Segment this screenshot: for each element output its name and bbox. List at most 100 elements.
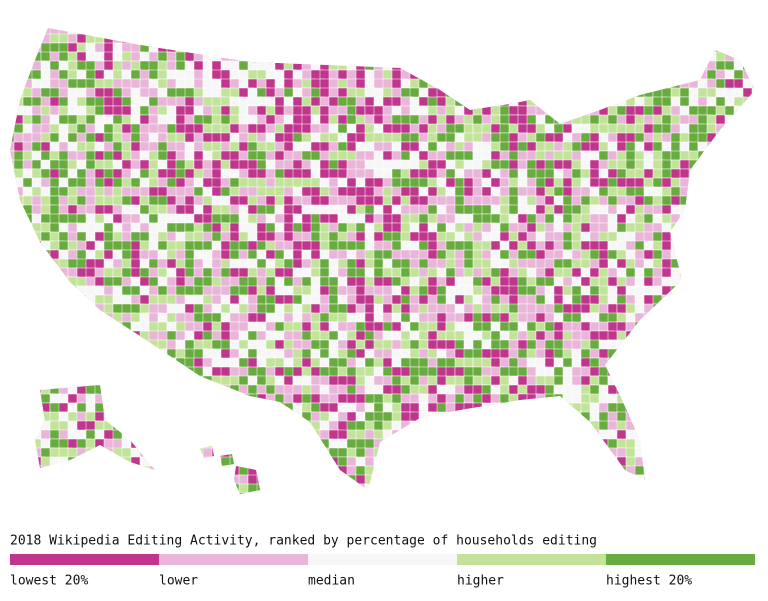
county — [31, 249, 46, 262]
county — [463, 78, 477, 91]
county — [472, 429, 487, 442]
county — [742, 348, 755, 361]
county — [562, 78, 574, 92]
county — [445, 429, 460, 442]
county — [310, 51, 326, 65]
county — [49, 483, 62, 494]
county — [112, 366, 123, 378]
county — [274, 447, 287, 459]
county — [49, 132, 60, 143]
county — [625, 60, 636, 74]
county — [661, 465, 677, 477]
county — [589, 285, 601, 296]
county — [661, 28, 673, 35]
county — [40, 294, 53, 306]
county — [58, 330, 71, 342]
county — [643, 33, 656, 46]
county — [229, 330, 241, 342]
county — [715, 393, 726, 407]
county — [85, 483, 99, 494]
county — [733, 132, 747, 143]
county — [220, 465, 235, 477]
county — [184, 114, 195, 126]
county — [553, 51, 567, 63]
county — [337, 330, 348, 341]
county — [571, 438, 586, 451]
county — [697, 438, 713, 451]
county — [490, 303, 501, 314]
county — [166, 420, 179, 435]
county — [49, 384, 61, 395]
county — [616, 42, 629, 55]
county — [454, 483, 465, 494]
county — [10, 393, 17, 407]
county — [580, 51, 593, 64]
county — [643, 456, 659, 468]
county — [562, 87, 575, 100]
county — [337, 483, 349, 494]
county — [130, 366, 141, 381]
county — [274, 51, 285, 63]
county — [121, 492, 137, 494]
county — [184, 438, 198, 452]
county — [10, 303, 19, 314]
county — [364, 51, 376, 62]
county — [22, 33, 37, 47]
county — [733, 348, 748, 362]
county — [193, 42, 204, 55]
county — [697, 186, 712, 200]
county — [526, 366, 537, 378]
county — [130, 492, 145, 494]
county — [688, 240, 702, 253]
county — [715, 303, 729, 318]
county — [202, 411, 214, 422]
county — [697, 330, 712, 345]
county — [265, 465, 277, 480]
legend-label: highest 20% — [606, 574, 692, 589]
county — [661, 393, 672, 406]
county — [355, 492, 370, 494]
county — [724, 141, 738, 153]
county — [670, 411, 686, 422]
county — [121, 402, 132, 416]
county — [13, 267, 29, 278]
county — [409, 483, 423, 494]
county — [580, 150, 591, 162]
county — [625, 69, 636, 83]
county — [688, 159, 703, 174]
county — [130, 177, 142, 189]
county — [382, 465, 397, 479]
county — [139, 159, 151, 171]
county — [697, 447, 710, 458]
county — [139, 483, 150, 494]
county — [247, 249, 258, 260]
county — [58, 312, 73, 323]
county — [724, 240, 740, 254]
county — [382, 204, 394, 216]
county — [598, 465, 612, 477]
county — [58, 456, 69, 470]
county — [13, 375, 28, 386]
county — [391, 474, 402, 486]
county — [580, 240, 591, 251]
county — [436, 168, 448, 179]
county — [391, 429, 403, 440]
county — [58, 96, 69, 108]
county — [742, 105, 753, 116]
county — [445, 249, 456, 261]
county — [13, 60, 26, 75]
county — [436, 321, 447, 332]
county — [274, 438, 289, 452]
county — [94, 28, 109, 36]
county — [733, 339, 744, 353]
county — [625, 28, 639, 35]
county — [607, 28, 621, 39]
county — [553, 28, 565, 35]
county — [715, 33, 728, 46]
county — [553, 456, 567, 471]
county — [697, 267, 710, 282]
county — [607, 483, 622, 494]
county — [220, 420, 235, 432]
county — [562, 240, 574, 251]
county — [238, 402, 251, 414]
